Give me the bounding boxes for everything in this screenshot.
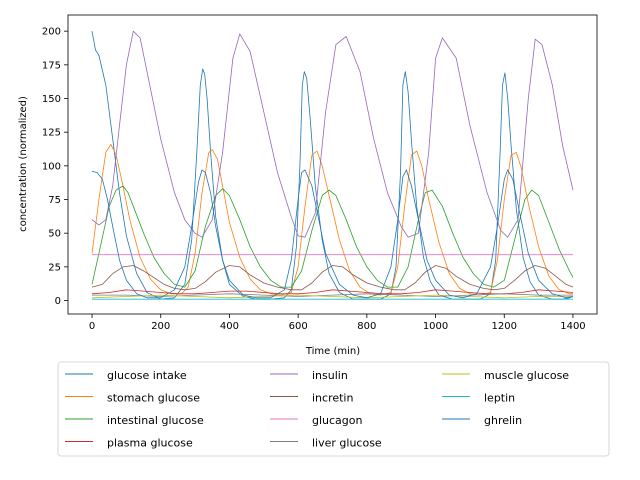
- plot-frame: [67, 14, 598, 315]
- y-tick-label: 100: [42, 161, 61, 172]
- y-tick-label: 25: [48, 262, 61, 273]
- x-tick-label: 0: [89, 321, 95, 332]
- y-axis-label: concentration (normalized): [18, 96, 29, 232]
- axes-layer: 0 200 400 600 800 1000 1200 1400 0 25 50 75 100 125 15…: [42, 14, 598, 332]
- series-line-liver-glucose: [92, 293, 573, 297]
- legend-label-intestinal-glucose: intestinal glucose: [107, 414, 204, 427]
- y-tick-label: 200: [42, 27, 61, 38]
- x-tick-label: 1400: [560, 321, 585, 332]
- series-line-stomach-glucose: [91, 143, 573, 296]
- x-tick-label: 400: [220, 321, 239, 332]
- legend-label-muscle-glucose: muscle glucose: [484, 369, 569, 382]
- legend-label-insulin: insulin: [312, 369, 348, 382]
- series-line-insulin: [91, 30, 574, 238]
- series-line-glucose-intake: [91, 31, 574, 300]
- y-tick-label: 0: [55, 296, 61, 307]
- legend: glucose intake stomach glucose intestinal …: [57, 361, 610, 457]
- legend-label-stomach-glucose: stomach glucose: [107, 392, 200, 405]
- x-tick-label: 800: [357, 321, 376, 332]
- x-tick-label: 600: [289, 321, 308, 332]
- x-tick-label: 1200: [492, 321, 517, 332]
- legend-label-glucose-intake: glucose intake: [107, 369, 187, 382]
- legend-label-incretin: incretin: [312, 392, 353, 405]
- series-line-plasma-glucose: [91, 289, 574, 295]
- series-line-intestinal-glucose: [91, 185, 574, 288]
- legend-frame: [57, 361, 610, 457]
- legend-label-glucagon: glucagon: [312, 414, 363, 427]
- legend-label-plasma-glucose: plasma glucose: [107, 437, 193, 450]
- series-line-incretin: [91, 265, 574, 291]
- y-tick-label: 75: [48, 195, 61, 206]
- y-tick-label: 175: [42, 60, 61, 71]
- x-axis-label: Time (min): [305, 346, 360, 357]
- y-tick-label: 50: [48, 229, 61, 240]
- series-layer: [91, 30, 574, 300]
- legend-label-leptin: leptin: [484, 392, 515, 405]
- x-tick-label: 1000: [423, 321, 448, 332]
- series-line-muscle-glucose: [91, 294, 573, 299]
- legend-label-liver-glucose: liver glucose: [312, 437, 382, 450]
- y-tick-label: 125: [42, 128, 61, 139]
- series-line-ghrelin: [91, 169, 574, 299]
- y-tick-label: 150: [42, 94, 61, 105]
- x-tick-label: 200: [151, 321, 170, 332]
- legend-label-ghrelin: ghrelin: [484, 414, 522, 427]
